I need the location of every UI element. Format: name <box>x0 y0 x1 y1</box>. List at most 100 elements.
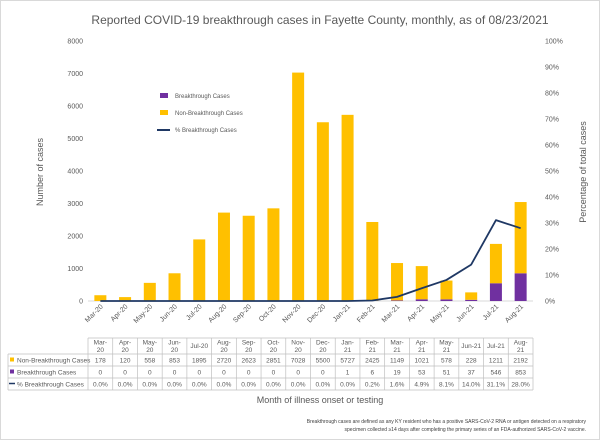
table-cell: 53 <box>418 370 426 377</box>
table-header-cell: 21 <box>418 347 426 354</box>
table-cell: 578 <box>441 358 452 365</box>
table-cell: 4.9% <box>414 382 429 389</box>
table-cell: 28.0% <box>511 382 530 389</box>
bar-non-breakthrough-cases-oct-20 <box>267 208 280 301</box>
line-pct-breakthrough <box>100 219 521 302</box>
table-header-cell: Feb- <box>366 340 379 347</box>
x-axis-title: Month of illness onset or testing <box>257 395 384 405</box>
y2-tick-label: 30% <box>545 221 559 228</box>
x-tick-label: Dec-20 <box>306 303 327 324</box>
x-tick-label: Mar-21 <box>381 303 402 324</box>
table-cell: 2851 <box>266 358 281 365</box>
table-cell: 1.6% <box>390 382 405 389</box>
table-cell: 853 <box>169 358 180 365</box>
table-cell: 1149 <box>390 358 404 365</box>
table-header-cell: 20 <box>171 347 179 354</box>
table-cell: 0 <box>247 370 251 377</box>
table-header-cell: Dec- <box>316 340 330 347</box>
table-cell: 0 <box>321 370 325 377</box>
legend-swatch <box>160 110 168 115</box>
bar-breakthrough-cases-may-21 <box>440 299 453 301</box>
table-cell: 2623 <box>241 358 256 365</box>
y2-tick-label: 10% <box>545 273 559 280</box>
footnote-line: Breakthrough cases are defined as any KY… <box>307 419 587 425</box>
table-header-cell: Jun-21 <box>461 343 481 350</box>
table-header-cell: 20 <box>270 347 278 354</box>
table-cell: 0.2% <box>365 382 380 389</box>
y-tick-label: 2000 <box>67 234 83 241</box>
y2-tick-label: 70% <box>545 117 559 124</box>
table-cell: 0.0% <box>192 382 207 389</box>
table-cell: 0 <box>197 370 201 377</box>
legend-label: % Breakthrough Cases <box>175 128 237 134</box>
chart-title: Reported COVID-19 breakthrough cases in … <box>91 13 548 27</box>
table-header-cell: Jan- <box>341 340 354 347</box>
table-header-cell: 21 <box>369 347 377 354</box>
x-tick-label: Feb-21 <box>356 303 377 324</box>
table-cell: 2192 <box>513 358 528 365</box>
bar-non-breakthrough-cases-aug-21 <box>514 202 527 274</box>
table-header-cell: Aug- <box>217 340 231 347</box>
y-tick-label: 3000 <box>67 201 83 208</box>
table-cell: 2425 <box>365 358 380 365</box>
table-row-label: Non-Breakthrough Cases <box>17 358 91 365</box>
table-header-cell: 20 <box>295 347 303 354</box>
legend: Breakthrough Cases Non-Breakthrough Cases… <box>157 93 243 134</box>
table-cell: 1211 <box>489 358 503 365</box>
table-cell: 7028 <box>291 358 306 365</box>
bars <box>94 72 527 301</box>
table-header-cell: Mar- <box>94 340 107 347</box>
table-header-cell: 21 <box>517 347 525 354</box>
footnote: Breakthrough cases are defined as any KY… <box>307 419 587 433</box>
x-tick-label: Aug-21 <box>504 303 525 324</box>
table-cell: 51 <box>443 370 451 377</box>
x-tick-label: Sep-20 <box>232 303 253 324</box>
bar-non-breakthrough-cases-jun-20 <box>168 273 181 301</box>
breakthrough-pct-line <box>100 219 521 302</box>
table-cell: 178 <box>95 358 106 365</box>
table-header-cell: 21 <box>344 347 352 354</box>
table-header-cell: 21 <box>443 347 451 354</box>
y2-tick-label: 90% <box>545 65 559 72</box>
table-header-cell: Jul-20 <box>190 343 208 350</box>
table-header-cell: 20 <box>146 347 154 354</box>
table-header-cell: 20 <box>319 347 327 354</box>
table-cell: 6 <box>370 370 374 377</box>
table-cell: 5500 <box>316 358 331 365</box>
table-cell: 1895 <box>192 358 207 365</box>
y2-tick-label: 50% <box>545 169 559 176</box>
table-header-cell: Aug- <box>514 340 528 347</box>
bar-non-breakthrough-cases-jan-21 <box>341 114 354 301</box>
bar-non-breakthrough-cases-aug-20 <box>217 212 230 301</box>
y2-tick-label: 20% <box>545 247 559 254</box>
y-tick-label: 6000 <box>67 104 83 111</box>
y2-tick-label: 60% <box>545 143 559 150</box>
table-cell: 0 <box>272 370 276 377</box>
table-header-cell: Apr- <box>416 340 428 347</box>
bar-breakthrough-cases-jun-21 <box>465 299 478 301</box>
table-header-cell: 20 <box>97 347 105 354</box>
bar-non-breakthrough-cases-feb-21 <box>366 221 379 301</box>
table-row-swatch <box>10 357 14 362</box>
x-tick-label: Nov-20 <box>282 303 303 324</box>
table-cell: 0 <box>296 370 300 377</box>
y-tick-label: 1000 <box>67 266 83 273</box>
bar-breakthrough-cases-aug-21 <box>514 273 527 301</box>
table-cell: 0.0% <box>340 382 355 389</box>
x-tick-label: Oct-20 <box>258 303 278 323</box>
table-cell: 5727 <box>340 358 355 365</box>
bar-non-breakthrough-cases-apr-21 <box>415 266 428 300</box>
x-tick-label: Aug-20 <box>207 303 228 324</box>
x-tick-labels: Mar-20 Apr-20 May-20 Jun-20 Jul-20 Aug-20 Sep-… <box>84 303 525 325</box>
x-tick-label: Apr-20 <box>110 303 130 323</box>
legend-swatch <box>160 93 168 98</box>
table-cell: 8.1% <box>439 382 454 389</box>
table-cell: 0.0% <box>315 382 330 389</box>
x-tick-label: Jul-20 <box>185 303 204 322</box>
table-cell: 19 <box>393 370 401 377</box>
table-cell: 0.0% <box>167 382 182 389</box>
table-cell: 37 <box>468 370 476 377</box>
x-tick-label: May-21 <box>429 303 451 325</box>
table-cell: 853 <box>515 370 526 377</box>
